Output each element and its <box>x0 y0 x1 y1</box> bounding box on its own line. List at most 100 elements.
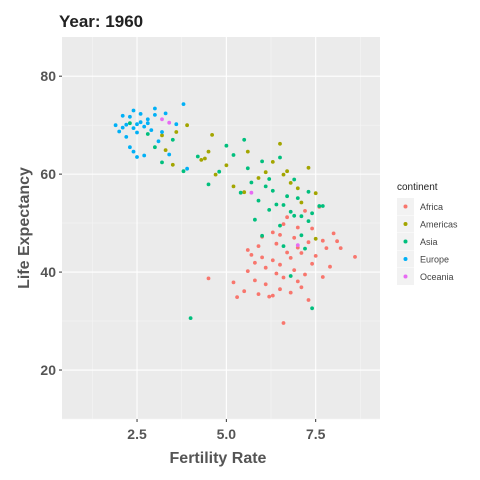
data-point-americas <box>213 172 218 177</box>
data-point-europe <box>185 166 190 171</box>
data-point-asia <box>224 143 229 148</box>
data-point-africa <box>235 295 240 299</box>
data-point-asia <box>288 209 293 214</box>
data-point-asia <box>231 153 236 157</box>
data-point-africa <box>278 233 282 237</box>
data-point-africa <box>306 240 311 245</box>
data-point-europe <box>153 106 157 111</box>
data-point-americas <box>242 190 247 195</box>
data-point-europe <box>124 122 129 127</box>
legend-swatch-americas <box>403 222 408 226</box>
data-point-americas <box>203 156 207 161</box>
data-point-africa <box>281 222 286 227</box>
data-point-africa <box>253 278 257 283</box>
major-gridlines <box>62 37 380 419</box>
data-point-africa <box>292 268 297 272</box>
data-point-americas <box>231 184 236 189</box>
data-point-europe <box>120 113 125 118</box>
data-point-asia <box>320 204 325 208</box>
data-point-asia <box>295 196 300 201</box>
data-point-asia <box>267 208 272 212</box>
data-point-africa <box>295 279 300 284</box>
data-point-asia <box>306 189 311 194</box>
data-point-americas <box>306 165 311 170</box>
data-point-asia <box>249 180 254 185</box>
data-point-europe <box>135 122 139 127</box>
data-points <box>113 102 357 325</box>
data-point-africa <box>338 246 343 251</box>
x-tick-label: 7.5 <box>306 426 326 442</box>
data-point-asia <box>170 137 175 142</box>
data-point-americas <box>256 176 261 180</box>
data-point-asia <box>256 198 261 203</box>
minor-gridlines <box>62 37 380 420</box>
data-point-asia <box>153 145 157 150</box>
data-point-asia <box>206 182 211 187</box>
legend-swatch-africa <box>403 204 408 209</box>
data-point-asia <box>281 203 286 207</box>
data-point-asia <box>263 184 268 189</box>
data-point-asia <box>217 169 222 174</box>
data-point-africa <box>256 292 261 296</box>
data-point-africa <box>299 251 304 255</box>
data-point-africa <box>242 289 247 294</box>
data-point-africa <box>292 235 297 240</box>
legend-title: continent <box>397 182 438 193</box>
data-point-oceania <box>167 120 172 125</box>
x-axis: 2.5 5.0 7.5 <box>127 419 326 442</box>
chart-title: Year: 1960 <box>59 12 143 31</box>
data-point-africa <box>206 276 211 281</box>
data-point-europe <box>174 122 179 127</box>
data-point-americas <box>313 236 318 241</box>
data-point-americas <box>170 162 175 167</box>
data-point-asia <box>245 166 250 171</box>
data-point-europe <box>142 153 147 158</box>
data-point-europe <box>145 117 150 122</box>
legend-label-africa: Africa <box>420 202 443 212</box>
data-point-europe <box>153 113 157 117</box>
data-point-africa <box>313 254 318 258</box>
data-point-asia <box>310 211 314 216</box>
data-point-americas <box>206 149 211 154</box>
data-point-africa <box>245 269 250 273</box>
data-point-africa <box>263 282 268 287</box>
data-point-asia <box>270 188 275 193</box>
data-point-asia <box>195 154 200 159</box>
data-point-asia <box>292 213 297 218</box>
plot-panel <box>62 37 380 419</box>
data-point-africa <box>303 272 307 277</box>
data-point-europe <box>145 121 150 126</box>
data-point-americas <box>278 141 282 146</box>
data-point-americas <box>160 133 164 138</box>
data-point-europe <box>149 128 154 133</box>
data-point-americas <box>263 170 268 175</box>
legend-swatch-oceania <box>403 274 408 279</box>
data-point-asia <box>127 121 132 126</box>
data-point-africa <box>260 255 264 260</box>
data-point-europe <box>113 123 118 128</box>
data-point-europe <box>131 149 136 154</box>
data-point-africa <box>278 287 282 292</box>
data-point-americas <box>285 169 289 174</box>
data-point-africa <box>285 215 289 220</box>
data-point-europe <box>117 129 122 134</box>
data-point-oceania <box>295 243 300 248</box>
data-point-africa <box>231 280 236 285</box>
data-point-asia <box>299 214 304 219</box>
data-point-europe <box>135 155 139 159</box>
data-point-asia <box>278 223 282 228</box>
y-axis-title: Life Expectancy <box>16 167 33 289</box>
x-tick-label: 5.0 <box>217 426 237 442</box>
data-point-africa <box>324 246 329 251</box>
data-point-africa <box>270 293 275 298</box>
data-point-asia <box>292 177 297 182</box>
data-point-americas <box>313 191 318 196</box>
data-point-africa <box>353 255 357 259</box>
data-point-africa <box>310 261 314 266</box>
data-point-asia <box>181 169 186 174</box>
data-point-americas <box>281 172 286 177</box>
data-point-oceania <box>249 190 254 195</box>
data-point-asia <box>242 137 247 142</box>
data-point-asia <box>317 204 322 208</box>
data-point-europe <box>127 114 132 119</box>
